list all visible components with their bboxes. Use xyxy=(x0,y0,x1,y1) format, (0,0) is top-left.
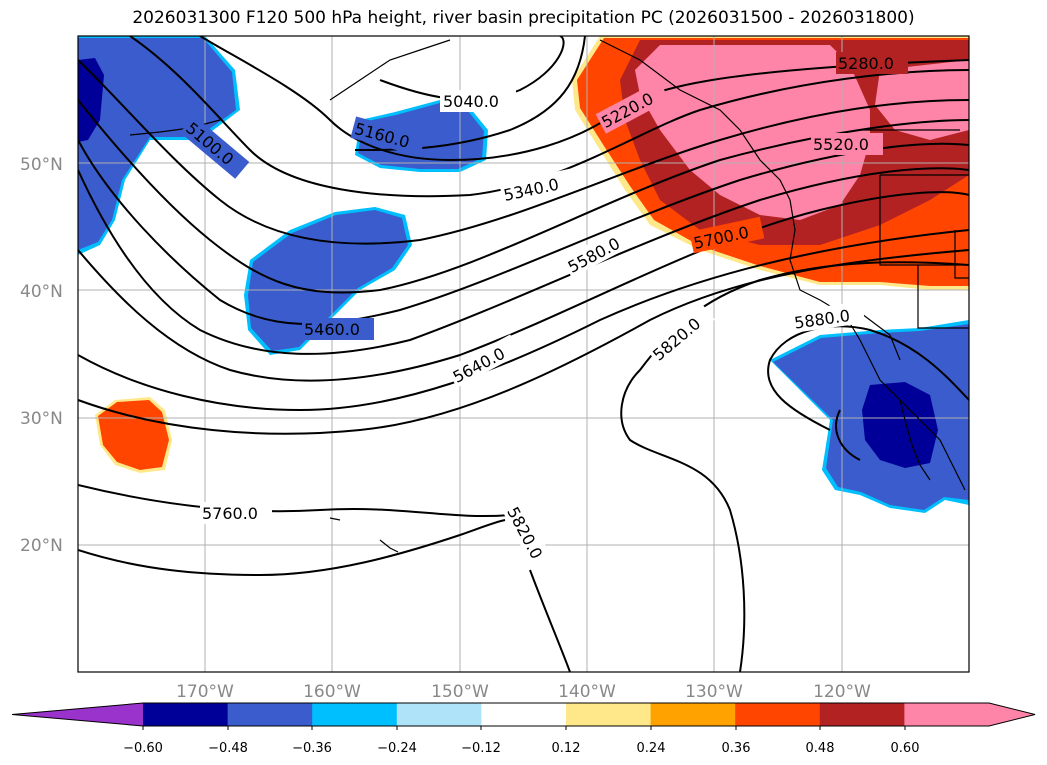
precip-negative-se-navy xyxy=(862,382,938,468)
colorbar: −0.60 −0.48 −0.36 −0.24 −0.12 0.12 0.24 0.36 0.4… xyxy=(11,702,1036,756)
colorbar-tick-label: −0.12 xyxy=(461,741,501,756)
contour-label: 5040.0 xyxy=(443,92,499,111)
colorbar-tick-label: −0.36 xyxy=(292,741,332,756)
colorbar-tick-label: 0.12 xyxy=(552,741,581,756)
lon-label: 140°W xyxy=(558,682,616,702)
colorbar-segment xyxy=(819,703,905,726)
longitude-labels: 170°W 160°W 150°W 140°W 130°W 120°W xyxy=(176,682,871,702)
colorbar-tick-label: 0.60 xyxy=(891,741,920,756)
contour-label: 5280.0 xyxy=(838,54,894,73)
map-title: 2026031300 F120 500 hPa height, river ba… xyxy=(132,8,915,28)
height-contours xyxy=(78,36,969,672)
contour-label: 5460.0 xyxy=(304,320,360,339)
colorbar-segment xyxy=(904,703,990,726)
colorbar-tick-label: −0.24 xyxy=(377,741,417,756)
latitude-labels: 50°N 40°N 30°N 20°N xyxy=(20,155,63,556)
colorbar-segment xyxy=(227,703,313,726)
colorbar-tick-label: 0.24 xyxy=(637,741,666,756)
colorbar-extend-low xyxy=(12,703,143,726)
lat-label: 30°N xyxy=(20,409,63,429)
contour-label: 5760.0 xyxy=(202,504,258,523)
lon-label: 150°W xyxy=(431,682,489,702)
colorbar-segment xyxy=(566,703,652,726)
contour-labels: 5040.0 5160.0 5100.0 5220.0 5280.0 5340.… xyxy=(179,52,908,575)
colorbar-tick-label: −0.60 xyxy=(123,741,163,756)
colorbar-segment xyxy=(735,703,821,726)
colorbar-tick-label: 0.48 xyxy=(806,741,835,756)
lat-label: 40°N xyxy=(20,282,63,302)
colorbar-segment xyxy=(312,703,398,726)
map-frame xyxy=(77,35,970,673)
lon-label: 130°W xyxy=(685,682,743,702)
colorbar-segment xyxy=(143,703,229,726)
lat-label: 20°N xyxy=(20,536,63,556)
lon-label: 170°W xyxy=(176,682,234,702)
coastlines xyxy=(129,39,969,553)
colorbar-segment xyxy=(396,703,482,726)
colorbar-tick-label: −0.48 xyxy=(208,741,248,756)
colorbar-extend-high xyxy=(989,703,1035,726)
lon-label: 120°W xyxy=(813,682,871,702)
lon-label: 160°W xyxy=(303,682,361,702)
precip-negative-left-blue xyxy=(78,38,236,250)
colorbar-tick-label: 0.36 xyxy=(722,741,751,756)
colorbar-segment xyxy=(481,703,567,726)
colorbar-segment xyxy=(650,703,736,726)
precip-negative-c-blue xyxy=(248,210,408,351)
lat-label: 50°N xyxy=(20,155,63,175)
precip-positive-pink xyxy=(635,45,870,220)
contour-label: 5520.0 xyxy=(813,135,869,154)
